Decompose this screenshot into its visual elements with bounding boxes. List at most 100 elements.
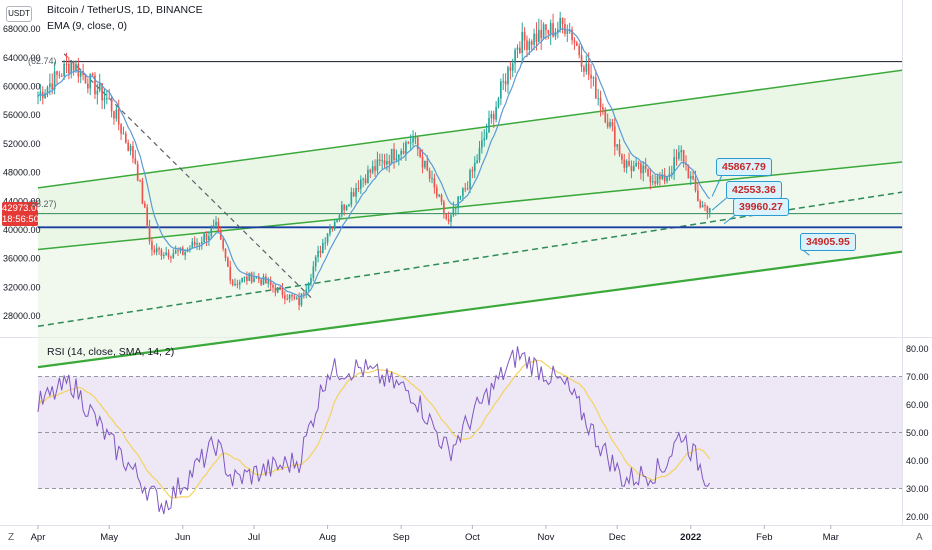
candle-body xyxy=(452,208,455,216)
candle-body xyxy=(56,71,58,75)
candle-body xyxy=(253,277,255,283)
candle-body xyxy=(426,160,429,171)
candle-body xyxy=(215,221,217,226)
candle-body xyxy=(471,170,474,172)
candle-body xyxy=(545,24,547,31)
rsi-ma-line xyxy=(37,359,711,499)
candle-body xyxy=(438,194,440,197)
candle-body xyxy=(447,218,450,222)
candle-body xyxy=(113,111,115,119)
candle-body xyxy=(181,247,184,256)
candle-body xyxy=(146,207,149,226)
candle-body xyxy=(238,281,241,285)
downtrend-line xyxy=(63,53,312,298)
candle-body xyxy=(44,93,46,99)
rsi-axis-tick: 50.00 xyxy=(906,428,929,438)
candle-body xyxy=(621,154,623,160)
candle-body xyxy=(694,178,697,191)
candle-body xyxy=(127,142,130,151)
callout-45867[interactable]: 45867.79 xyxy=(716,158,772,176)
candle-body xyxy=(300,293,303,306)
candle-body xyxy=(236,283,239,285)
candle-body xyxy=(298,297,300,306)
candle-body xyxy=(162,255,165,257)
candle-body xyxy=(419,149,421,157)
candle-body xyxy=(706,205,709,213)
auto-scale-button[interactable]: A xyxy=(916,532,923,543)
candle-body xyxy=(110,98,113,112)
candle-body xyxy=(549,23,552,34)
candle-body xyxy=(428,170,431,179)
candle-body xyxy=(397,154,400,159)
candle-body xyxy=(682,150,685,164)
candle-body xyxy=(637,163,640,165)
candle-body xyxy=(276,287,279,293)
candle-body xyxy=(160,249,163,256)
candle-body xyxy=(338,215,341,220)
candle-body xyxy=(670,172,673,174)
chart-title[interactable]: Bitcoin / TetherUS, 1D, BINANCE xyxy=(47,4,203,16)
candle-body xyxy=(336,219,338,222)
candle-body xyxy=(224,248,227,258)
candle-body xyxy=(424,160,426,168)
candle-body xyxy=(122,133,125,135)
callout-34905[interactable]: 34905.95 xyxy=(800,233,856,251)
candle-body xyxy=(63,63,65,77)
candle-body xyxy=(644,165,647,169)
candle-body xyxy=(120,124,122,134)
candle-body xyxy=(575,42,578,46)
candle-body xyxy=(393,148,395,161)
candle-body xyxy=(267,280,270,284)
candle-body xyxy=(72,62,75,71)
candle-body xyxy=(87,83,89,89)
callout-39960[interactable]: 39960.27 xyxy=(733,198,789,216)
candle-body xyxy=(635,163,637,166)
candle-body xyxy=(556,29,559,32)
candle-body xyxy=(497,98,500,107)
candle-body xyxy=(257,276,260,280)
candle-body xyxy=(348,204,350,207)
candle-body xyxy=(371,166,374,173)
candle-body xyxy=(407,142,410,144)
candle-body xyxy=(509,67,512,71)
time-axis-tick: Oct xyxy=(465,532,480,543)
candle-body xyxy=(388,161,391,164)
candle-body xyxy=(352,192,355,197)
candle-body xyxy=(326,233,329,243)
ema-legend[interactable]: EMA (9, close, 0) xyxy=(47,20,127,32)
symbol-badge[interactable]: USDT xyxy=(6,6,32,22)
candle-body xyxy=(227,257,229,267)
rsi-legend[interactable]: RSI (14, close, SMA, 14, 2) xyxy=(47,346,175,358)
candle-body xyxy=(611,122,614,127)
callout-42553[interactable]: 42553.36 xyxy=(726,181,782,199)
candles-group xyxy=(37,11,711,311)
candle-body xyxy=(53,71,56,90)
zoom-toggle-button[interactable]: Z xyxy=(8,532,15,543)
price-axis-tick: 48000.00 xyxy=(3,168,41,178)
candle-body xyxy=(51,83,54,90)
candle-body xyxy=(668,173,671,177)
candle-body xyxy=(540,29,543,39)
candle-body xyxy=(184,252,186,256)
candle-body xyxy=(630,165,633,172)
candle-body xyxy=(153,249,156,253)
candle-body xyxy=(514,49,516,64)
price-axis-tick: 40000.00 xyxy=(3,225,41,235)
candle-body xyxy=(507,67,509,85)
candle-body xyxy=(708,208,711,213)
candle-body xyxy=(307,283,310,290)
candle-body xyxy=(561,17,564,25)
candle-body xyxy=(416,137,419,150)
candle-body xyxy=(333,221,336,230)
channel-fill-upper xyxy=(38,70,902,250)
candle-body xyxy=(535,33,538,42)
candle-body xyxy=(189,248,191,250)
candle-body xyxy=(654,181,656,184)
candle-body xyxy=(362,178,365,180)
candle-body xyxy=(288,294,291,300)
candle-body xyxy=(457,196,459,209)
candle-body xyxy=(647,168,649,177)
candle-body xyxy=(692,176,694,179)
candle-body xyxy=(132,146,134,159)
